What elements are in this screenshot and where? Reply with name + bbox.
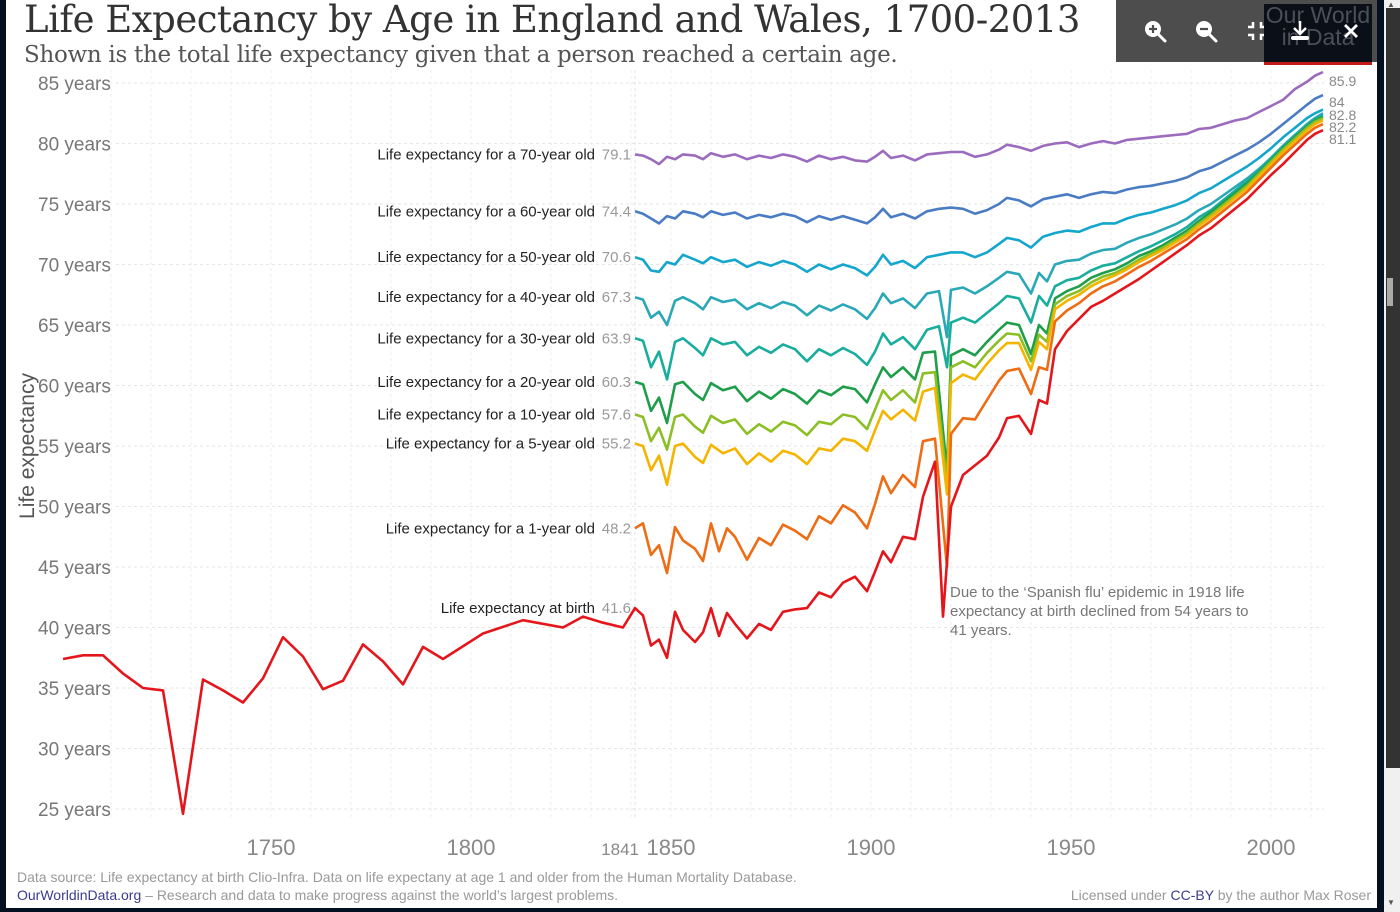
y-axis: 85 years 80 years 75 years 70 years 65 years…: [38, 74, 111, 821]
series-labels: 79.1 Life expectancy for a 70-year old 85.…: [377, 73, 1356, 617]
series-start-value: 70.6: [602, 249, 631, 266]
x-axis: 1750 1800 1841 1850 1900 1950 2000: [247, 835, 1296, 860]
x-tick-label: 1850: [647, 835, 696, 860]
series-start-value: 74.4: [602, 203, 631, 220]
series-line: [634, 93, 1324, 225]
series-end-value: 82.8: [1329, 107, 1356, 123]
grid: [110, 70, 1324, 820]
data-source-note: Data source: Life expectancy at birth Cl…: [17, 869, 797, 885]
series-label: Life expectancy for a 5-year old: [386, 436, 595, 453]
scrollbar[interactable]: ▲ ▼: [1384, 0, 1400, 912]
series-label: Life expectancy for a 1-year old: [386, 520, 595, 537]
cc-by-link[interactable]: CC-BY: [1170, 887, 1214, 903]
close-button[interactable]: [1338, 18, 1364, 44]
exit-fullscreen-button[interactable]: [1244, 18, 1270, 44]
annotation-line: expectancy at birth declined from 54 yea…: [950, 603, 1249, 620]
scroll-up-arrow[interactable]: ▲: [1387, 0, 1395, 9]
y-tick-label: 35 years: [38, 679, 111, 700]
series-line: [634, 70, 1324, 166]
annotation: Due to the ‘Spanish flu’ epidemic in 191…: [950, 584, 1249, 639]
owid-logo[interactable]: Our World in Data: [1264, 4, 1372, 65]
series-line: [634, 108, 1324, 277]
series-start-value: 63.9: [602, 330, 631, 347]
x-tick-label: 1841: [601, 840, 639, 859]
x-tick-label: 1750: [247, 835, 296, 860]
x-tick-label: 1950: [1047, 835, 1096, 860]
series-start-value: 57.6: [602, 407, 631, 424]
series-line: [634, 112, 1324, 339]
series-start-value: 55.2: [602, 436, 631, 453]
series-end-value: 84: [1329, 94, 1345, 110]
y-tick-label: 50 years: [38, 498, 111, 519]
series-line: [634, 119, 1324, 496]
series-label: Life expectancy for a 20-year old: [377, 374, 595, 391]
annotation-line: Due to the ‘Spanish flu’ epidemic in 191…: [950, 584, 1245, 601]
chart-frame: 85 years 80 years 75 years 70 years 65 years…: [6, 0, 1377, 908]
y-axis-label: Life expectancy: [16, 373, 39, 519]
y-tick-label: 55 years: [38, 437, 111, 458]
x-tick-label: 1900: [847, 835, 896, 860]
series-label: Life expectancy for a 30-year old: [377, 330, 595, 347]
zoom-out-icon: [1196, 21, 1218, 43]
logo-line-1: Our World: [1265, 2, 1371, 28]
y-tick-label: 65 years: [38, 316, 111, 337]
series-label: Life expectancy for a 40-year old: [377, 289, 595, 306]
download-button[interactable]: [1287, 18, 1313, 44]
series-label: Life expectancy for a 50-year old: [377, 249, 595, 266]
y-tick-label: 25 years: [38, 800, 111, 821]
series-line: [62, 129, 1324, 816]
series-start-value: 79.1: [602, 146, 631, 163]
scroll-track[interactable]: [1386, 8, 1400, 768]
site-credit: OurWorldinData.org – Research and data t…: [17, 887, 618, 903]
series-end-value: 82.2: [1329, 119, 1356, 135]
x-tick-label: 2000: [1247, 835, 1296, 860]
zoom-out-button[interactable]: [1193, 18, 1219, 44]
download-icon: [1291, 21, 1309, 40]
y-tick-label: 70 years: [38, 256, 111, 277]
license-note: Licensed under CC-BY by the author Max R…: [1071, 887, 1371, 903]
y-tick-label: 80 years: [38, 135, 111, 156]
y-tick-label: 75 years: [38, 195, 111, 216]
series-start-value: 41.6: [602, 600, 631, 617]
y-tick-label: 85 years: [38, 74, 111, 95]
license-prefix: Licensed under: [1070, 887, 1171, 903]
series-start-value: 67.3: [602, 289, 631, 306]
zoom-in-icon: [1145, 21, 1167, 43]
series-line: [634, 114, 1324, 381]
series-label: Life expectancy for a 70-year old: [377, 146, 595, 163]
series-line: [634, 122, 1324, 575]
series-group: [62, 70, 1324, 816]
x-tick-label: 1800: [447, 835, 496, 860]
series-label: Life expectancy at birth: [441, 600, 595, 617]
line-chart: 85 years 80 years 75 years 70 years 65 years…: [16, 70, 1356, 860]
series-line: [634, 115, 1324, 472]
series-start-value: 48.2: [602, 520, 631, 537]
scroll-thumb[interactable]: [1387, 278, 1393, 306]
series-start-value: 60.3: [602, 374, 631, 391]
series-end-value: 81.1: [1329, 131, 1356, 147]
series-label: Life expectancy for a 60-year old: [377, 203, 595, 220]
scroll-down-arrow[interactable]: ▼: [1387, 898, 1395, 907]
y-tick-label: 45 years: [38, 558, 111, 579]
y-tick-label: 30 years: [38, 740, 111, 761]
chart-title: Life Expectancy by Age in England and Wa…: [24, 0, 1080, 41]
annotation-line: 41 years.: [950, 622, 1012, 639]
series-end-value: 85.9: [1329, 73, 1356, 89]
series-label: Life expectancy for a 10-year old: [377, 407, 595, 424]
y-tick-label: 60 years: [38, 377, 111, 398]
close-icon: [1344, 24, 1358, 38]
y-tick-label: 40 years: [38, 619, 111, 640]
exit-fullscreen-icon: [1248, 22, 1266, 40]
owid-site-link[interactable]: OurWorldinData.org: [17, 887, 142, 903]
zoom-in-button[interactable]: [1142, 18, 1168, 44]
tagline: – Research and data to make progress aga…: [141, 887, 619, 903]
chart-subtitle: Shown is the total life expectancy given…: [24, 42, 898, 68]
license-suffix: by the author Max Roser: [1213, 887, 1371, 903]
series-line: [634, 116, 1324, 484]
